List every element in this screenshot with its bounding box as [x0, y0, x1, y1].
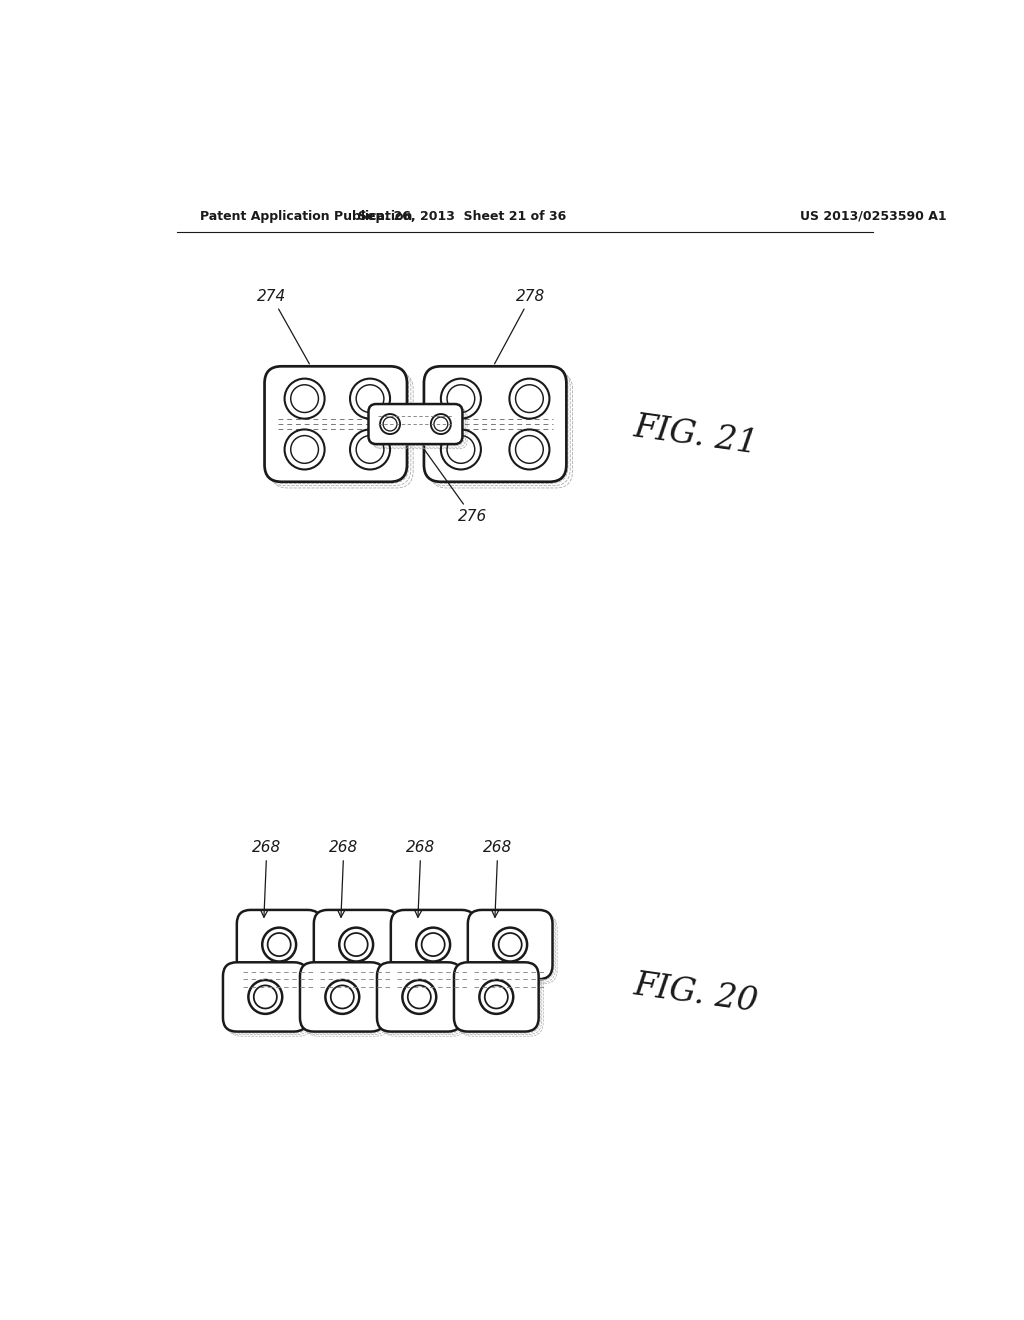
Text: 268: 268: [483, 840, 512, 917]
Text: FIG. 21: FIG. 21: [631, 411, 760, 461]
Text: 268: 268: [252, 840, 282, 917]
Text: 268: 268: [407, 840, 435, 917]
Text: Sep. 26, 2013  Sheet 21 of 36: Sep. 26, 2013 Sheet 21 of 36: [357, 210, 566, 223]
FancyBboxPatch shape: [424, 367, 566, 482]
FancyBboxPatch shape: [391, 909, 475, 979]
FancyBboxPatch shape: [223, 962, 307, 1032]
Text: 278: 278: [495, 289, 546, 364]
Text: FIG. 20: FIG. 20: [631, 969, 760, 1019]
Text: Patent Application Publication: Patent Application Publication: [200, 210, 413, 223]
FancyBboxPatch shape: [313, 909, 398, 979]
FancyBboxPatch shape: [369, 404, 463, 444]
Text: 268: 268: [330, 840, 358, 917]
FancyBboxPatch shape: [300, 962, 385, 1032]
FancyBboxPatch shape: [454, 962, 539, 1032]
FancyBboxPatch shape: [377, 962, 462, 1032]
FancyBboxPatch shape: [468, 909, 553, 979]
FancyBboxPatch shape: [264, 367, 407, 482]
Text: 276: 276: [425, 450, 487, 524]
FancyBboxPatch shape: [237, 909, 322, 979]
Text: US 2013/0253590 A1: US 2013/0253590 A1: [801, 210, 947, 223]
Text: 274: 274: [257, 289, 309, 364]
